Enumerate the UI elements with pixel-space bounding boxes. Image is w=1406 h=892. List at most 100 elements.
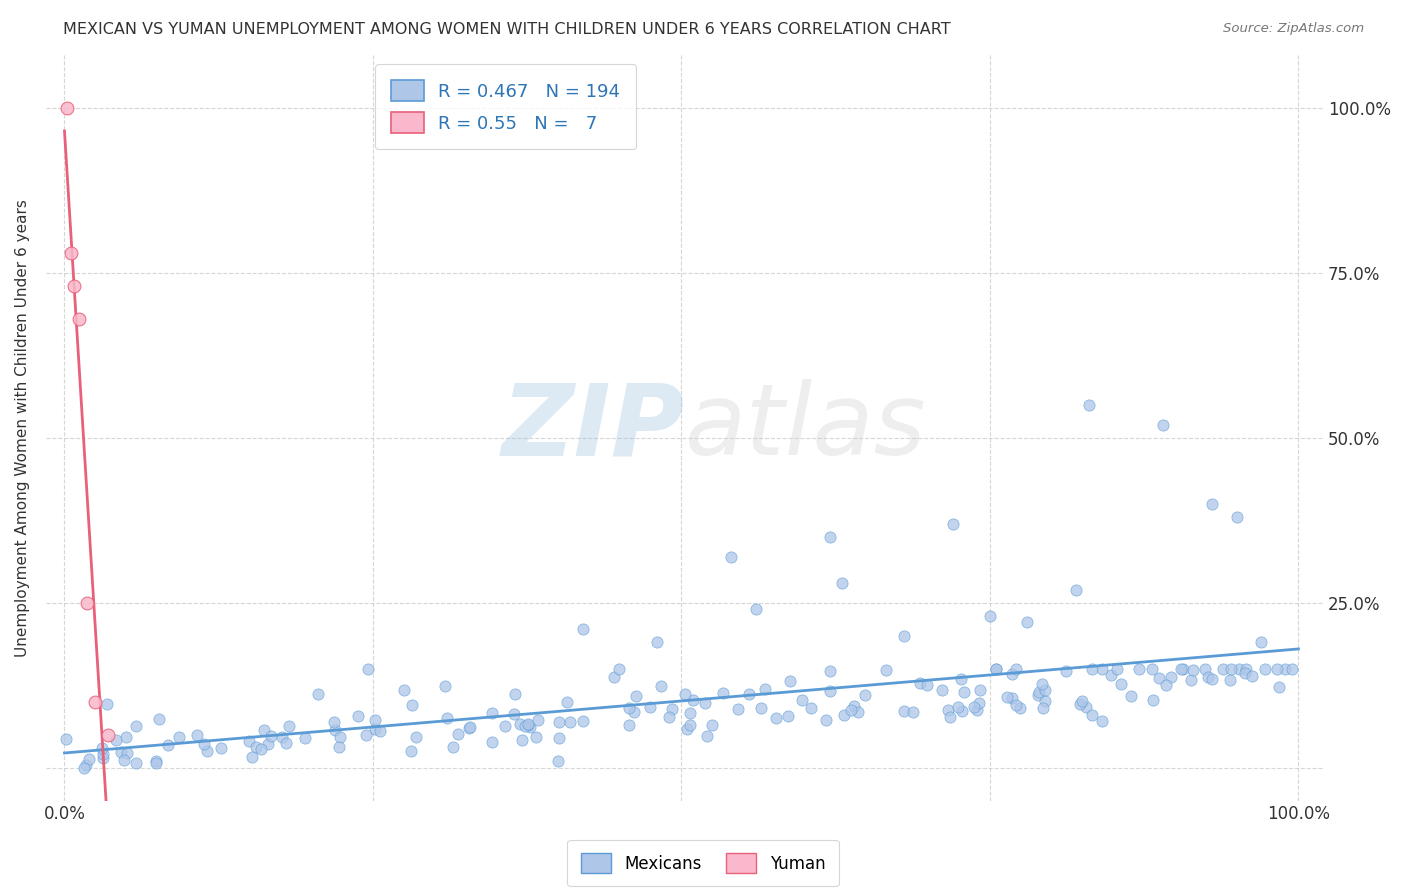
Point xyxy=(145,756,167,770)
Point xyxy=(645,635,668,649)
Point xyxy=(800,701,823,715)
Point xyxy=(967,696,990,710)
Point xyxy=(623,706,645,720)
Point xyxy=(124,719,146,733)
Point xyxy=(441,740,464,755)
Point xyxy=(572,714,595,729)
Point xyxy=(624,689,647,703)
Point xyxy=(517,716,540,731)
Point xyxy=(547,754,569,768)
Y-axis label: Unemployment Among Women with Children Under 6 years: Unemployment Among Women with Children U… xyxy=(15,199,30,657)
Point xyxy=(323,723,346,738)
Point xyxy=(931,683,953,698)
Point xyxy=(1226,510,1249,524)
Point xyxy=(1274,662,1296,676)
Point xyxy=(93,751,115,765)
Point xyxy=(1091,714,1114,729)
Point xyxy=(1180,673,1202,687)
Point xyxy=(1099,667,1122,681)
Point xyxy=(1240,669,1263,683)
Point xyxy=(392,682,415,697)
Point xyxy=(1170,662,1192,676)
Point xyxy=(1160,670,1182,684)
Point xyxy=(617,700,640,714)
Point xyxy=(915,678,938,692)
Point xyxy=(908,675,931,690)
Point xyxy=(110,745,132,759)
Point xyxy=(1010,700,1032,714)
Point xyxy=(1212,662,1234,676)
Point xyxy=(1000,666,1022,681)
Point xyxy=(679,718,702,732)
Point xyxy=(481,735,503,749)
Point xyxy=(503,687,526,701)
Point xyxy=(1077,398,1099,412)
Point xyxy=(744,602,766,616)
Point xyxy=(436,711,458,725)
Point xyxy=(1254,662,1277,676)
Point xyxy=(765,711,787,725)
Point xyxy=(602,670,624,684)
Point xyxy=(329,730,352,744)
Point xyxy=(274,736,297,750)
Point xyxy=(519,720,541,734)
Point xyxy=(91,747,114,761)
Point xyxy=(1154,677,1177,691)
Point xyxy=(938,709,960,723)
Point xyxy=(727,702,749,716)
Point xyxy=(209,741,232,756)
Point xyxy=(1181,663,1204,677)
Point xyxy=(560,714,582,729)
Point xyxy=(1147,671,1170,685)
Point xyxy=(481,706,503,721)
Point xyxy=(818,530,841,544)
Point xyxy=(754,682,776,697)
Point xyxy=(853,689,876,703)
Point xyxy=(167,730,190,744)
Point xyxy=(984,662,1007,676)
Point xyxy=(84,695,107,709)
Point xyxy=(952,684,974,698)
Point xyxy=(1033,693,1056,707)
Point xyxy=(711,686,734,700)
Point xyxy=(839,703,862,717)
Point xyxy=(238,734,260,748)
Point xyxy=(458,720,481,734)
Point xyxy=(832,708,855,723)
Point xyxy=(270,730,292,744)
Point xyxy=(818,683,841,698)
Point xyxy=(117,746,139,760)
Point xyxy=(963,700,986,714)
Point xyxy=(875,663,897,677)
Point xyxy=(969,682,991,697)
Point xyxy=(952,704,974,718)
Point xyxy=(503,707,526,722)
Point xyxy=(1031,677,1053,691)
Point xyxy=(75,758,97,772)
Point xyxy=(1032,701,1054,715)
Point xyxy=(1281,662,1303,676)
Point xyxy=(776,709,799,723)
Point xyxy=(307,687,329,701)
Point xyxy=(702,717,724,731)
Point xyxy=(526,713,548,727)
Point xyxy=(901,706,924,720)
Point xyxy=(946,700,969,714)
Point xyxy=(1250,635,1272,649)
Point xyxy=(1267,680,1289,694)
Point xyxy=(494,719,516,733)
Point xyxy=(245,739,267,754)
Point xyxy=(571,622,593,636)
Point xyxy=(63,279,86,293)
Point xyxy=(942,516,965,531)
Point xyxy=(257,737,280,751)
Point xyxy=(115,731,138,745)
Point xyxy=(997,690,1019,705)
Point xyxy=(1220,662,1243,676)
Point xyxy=(96,697,118,711)
Point xyxy=(846,705,869,719)
Point xyxy=(979,608,1001,623)
Point xyxy=(76,596,98,610)
Point xyxy=(790,693,813,707)
Point xyxy=(682,693,704,707)
